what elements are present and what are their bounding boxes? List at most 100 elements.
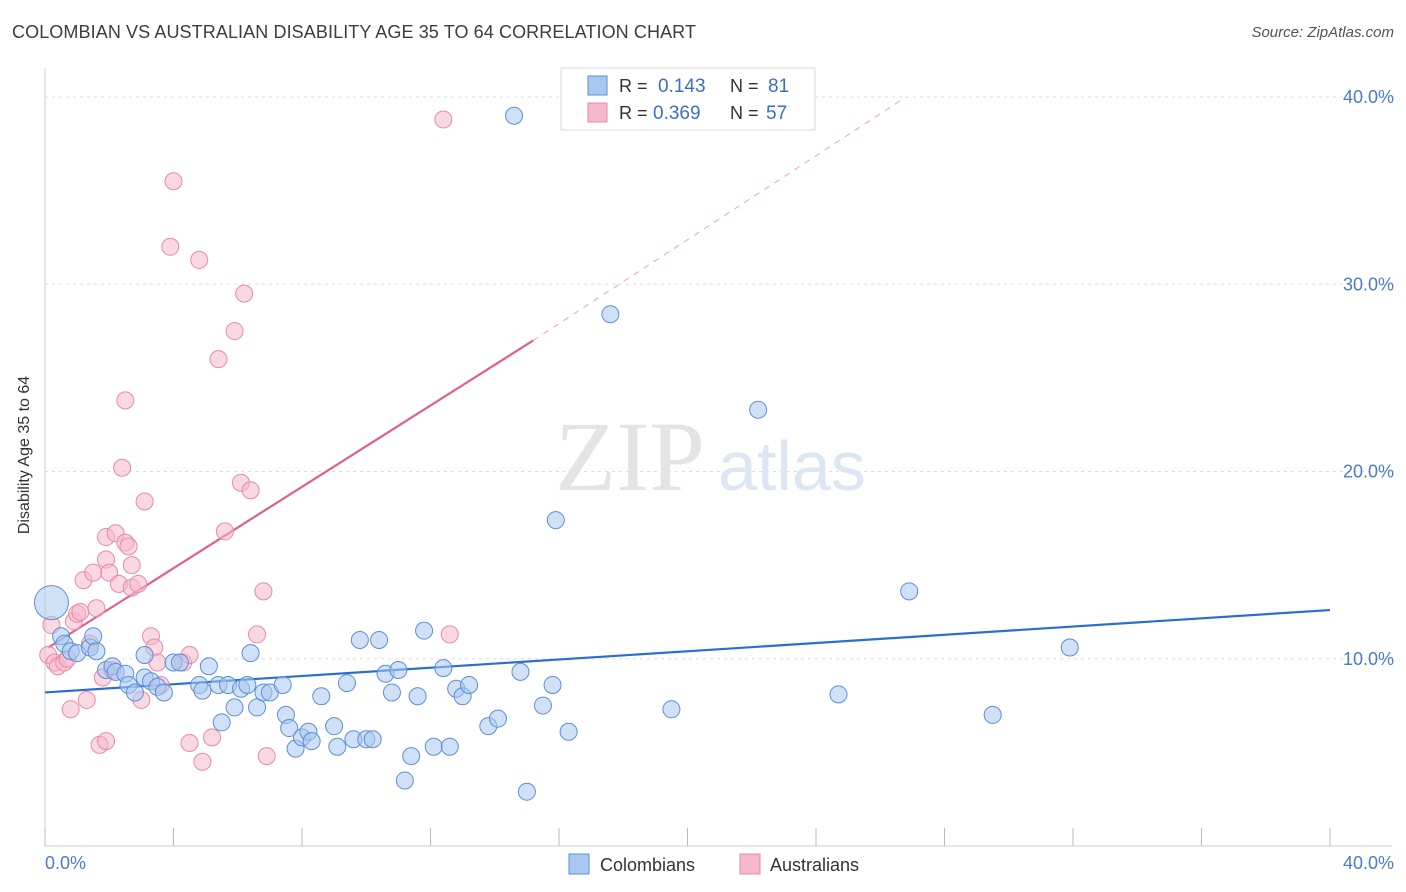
chart-title: COLOMBIAN VS AUSTRALIAN DISABILITY AGE 3… — [12, 22, 697, 42]
australians-point-30 — [129, 574, 148, 593]
colombians-point-49 — [370, 631, 389, 650]
series-legend: Colombians Australians — [568, 853, 859, 875]
y-tick-label-3: 40.0% — [1343, 87, 1394, 107]
australians-point-46 — [215, 522, 234, 541]
australians-point-11 — [77, 690, 96, 709]
colombians-point-71 — [559, 722, 578, 741]
y-tick-label-0: 10.0% — [1343, 649, 1394, 669]
correlation-legend: R = 0.143 N = 81 R = 0.369 N = 57 — [560, 67, 816, 131]
x-tick-labels: 0.0% 40.0% — [45, 853, 1394, 873]
australians-point-14 — [87, 599, 106, 618]
x-tick-label-1: 40.0% — [1343, 853, 1394, 873]
australians-point-25 — [116, 391, 135, 410]
australians-point-32 — [135, 492, 154, 511]
colombians-point-77 — [983, 705, 1002, 724]
colombians-point-57 — [424, 737, 443, 756]
legend-r-label-australians: R = — [619, 103, 648, 123]
legend-swatch-australians — [587, 102, 608, 123]
bottom-legend-swatch-australians — [739, 853, 761, 875]
colombians-point-31 — [248, 698, 267, 717]
australians-point-9 — [71, 602, 90, 621]
colombians-point-18 — [154, 683, 173, 702]
x-tick-label-0: 0.0% — [45, 853, 86, 873]
colombians-point-22 — [193, 681, 212, 700]
y-tick-label-2: 30.0% — [1343, 274, 1394, 294]
bottom-legend-australians: Australians — [770, 855, 859, 875]
colombians-point-78 — [1060, 638, 1079, 657]
colombians-points — [33, 106, 1079, 801]
legend-r-label-colombians: R = — [619, 76, 648, 96]
colombians-point-67 — [517, 782, 536, 801]
colombians-point-15 — [135, 646, 154, 665]
trend-lines — [44, 96, 1331, 694]
legend-n-label-australians: N = — [730, 103, 759, 123]
colombians-point-62 — [460, 675, 479, 694]
australians-point-17 — [97, 732, 116, 751]
australians-point-43 — [193, 752, 212, 771]
colombians-point-27 — [225, 698, 244, 717]
colombians-point-75 — [829, 685, 848, 704]
colombians-point-13 — [125, 683, 144, 702]
colombians-point-29 — [238, 675, 257, 694]
australians-trend-extension — [533, 96, 907, 341]
australians-point-27 — [119, 537, 138, 556]
colombians-point-66 — [511, 662, 530, 681]
legend-n-value-australians: 57 — [766, 103, 787, 124]
australians-point-41 — [180, 734, 199, 753]
legend-r-value-colombians: 0.143 — [658, 76, 706, 97]
australians-point-53 — [257, 747, 276, 766]
colombians-point-44 — [337, 674, 356, 693]
colombians-point-72 — [601, 305, 620, 324]
australians-point-42 — [190, 250, 209, 269]
colombians-point-76 — [900, 582, 919, 601]
source-credit: Source: ZipAtlas.com — [1251, 24, 1394, 41]
colombians-point-46 — [350, 631, 369, 650]
watermark-atlas: atlas — [718, 427, 866, 505]
legend-n-label-colombians: N = — [730, 76, 759, 96]
y-tick-labels: 10.0% 20.0% 30.0% 40.0% — [1343, 87, 1394, 669]
colombians-point-48 — [363, 730, 382, 749]
colombians-point-30 — [241, 644, 260, 663]
watermark-zip: ZIP — [555, 401, 705, 512]
australians-point-54 — [434, 110, 453, 129]
australians-point-37 — [161, 237, 180, 256]
colombians-point-52 — [389, 660, 408, 679]
y-tick-label-1: 20.0% — [1343, 462, 1394, 482]
australians-point-44 — [203, 728, 222, 747]
legend-r-value-australians: 0.369 — [653, 103, 701, 124]
colombians-point-20 — [170, 653, 189, 672]
colombians-point-42 — [325, 717, 344, 736]
australians-point-29 — [122, 556, 141, 575]
australians-point-6 — [61, 700, 80, 719]
australians-point-49 — [235, 284, 254, 303]
colombians-point-56 — [415, 621, 434, 640]
colombians-point-40 — [302, 732, 321, 751]
colombians-point-58 — [434, 659, 453, 678]
colombians-trend-line — [44, 608, 1331, 694]
colombians-point-70 — [546, 511, 565, 530]
colombians-point-55 — [408, 687, 427, 706]
colombians-point-43 — [328, 737, 347, 756]
colombians-point-6 — [84, 627, 103, 646]
australians-point-24 — [113, 458, 132, 477]
colombians-point-53 — [395, 771, 414, 790]
colombians-point-34 — [273, 675, 292, 694]
colombians-point-0 — [33, 585, 69, 621]
australians-point-50 — [241, 481, 260, 500]
colombians-point-69 — [543, 675, 562, 694]
bottom-legend-swatch-colombians — [568, 853, 590, 875]
colombians-point-7 — [87, 642, 106, 661]
colombians-point-65 — [505, 106, 524, 125]
colombians-point-36 — [280, 719, 299, 738]
bottom-legend-colombians: Colombians — [600, 855, 695, 875]
legend-swatch-colombians — [587, 75, 608, 96]
australians-point-38 — [164, 172, 183, 191]
australians-point-51 — [248, 625, 267, 644]
australians-point-47 — [225, 322, 244, 341]
colombians-point-51 — [382, 683, 401, 702]
australians-point-45 — [209, 350, 228, 369]
australians-point-55 — [440, 625, 459, 644]
colombians-point-68 — [533, 696, 552, 715]
legend-n-value-colombians: 81 — [768, 76, 789, 97]
